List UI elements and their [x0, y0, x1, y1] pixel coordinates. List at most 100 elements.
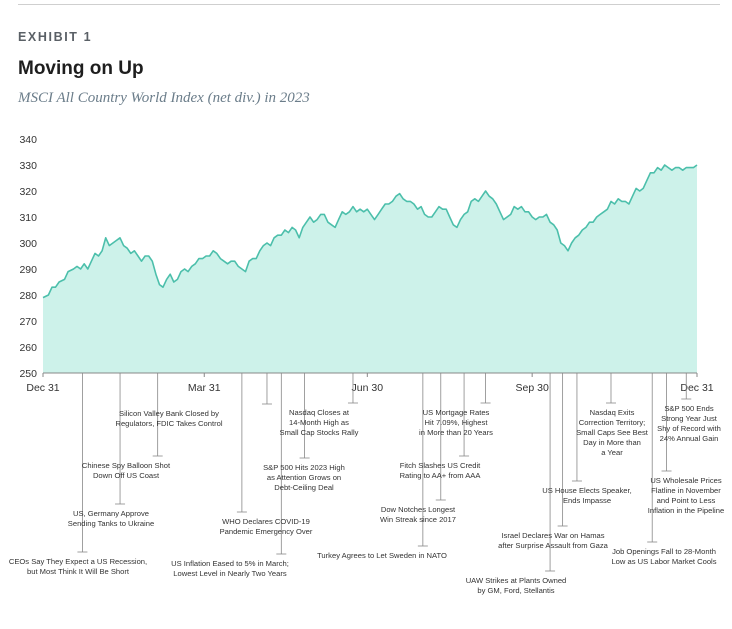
annotation-line: Strong Year Just: [661, 414, 718, 423]
annotation-line: Turkey Agrees to Let Sweden in NATO: [317, 551, 447, 560]
annotation-line: US House Elects Speaker,: [542, 486, 631, 495]
y-tick-label: 250: [19, 368, 37, 380]
y-tick-label: 310: [19, 212, 37, 224]
x-axis: Dec 31 Mar 31 Jun 30 Sep 30 Dec 31: [26, 372, 714, 394]
annotation-line: after Surprise Assault from Gaza: [498, 541, 609, 550]
annotation-label: CEOs Say They Expect a US Recession, but …: [9, 557, 147, 576]
annotation-line: by GM, Ford, Stellantis: [477, 586, 554, 595]
plot-area: [42, 164, 698, 373]
y-tick-label: 290: [19, 264, 37, 276]
event-annotation: CEOs Say They Expect a US Recession, but …: [9, 373, 147, 576]
event-annotation: US Mortgage Rates Hit 7.09%, Highest in Mo…: [419, 373, 493, 437]
exhibit-label: EXHIBIT 1: [18, 30, 93, 44]
event-annotation: Dow Notches Longest Win Streak since 2017: [380, 373, 456, 524]
annotation-line: in More than 20 Years: [419, 428, 493, 437]
annotation-label: US, Germany Approve Sending Tanks to Ukra…: [68, 509, 154, 528]
annotation-line: a Year: [601, 448, 623, 457]
annotation-line: Shy of Record with: [657, 424, 721, 433]
event-annotation: US, Germany Approve Sending Tanks to Ukra…: [68, 373, 154, 528]
annotation-line: Ends Impasse: [563, 496, 611, 505]
annotation-line: Fitch Slashes US Credit: [400, 461, 481, 470]
y-axis: 250 260 270 280 290 300 310 320 330 340: [19, 134, 37, 380]
event-annotation: Turkey Agrees to Let Sweden in NATO: [317, 373, 447, 560]
annotation-label: US Inflation Eased to 5% in March; Lowest…: [171, 559, 289, 578]
annotation-line: US, Germany Approve: [73, 509, 149, 518]
y-tick-label: 340: [19, 134, 37, 146]
annotation-label: Nasdaq Closes at 14-Month High as Small Ca…: [280, 408, 359, 437]
annotation-line: Nasdaq Exits: [590, 408, 635, 417]
annotation-line: as Attention Grows on: [267, 473, 341, 482]
annotation-label: Nasdaq Exits Correction Territory; Small C…: [576, 408, 649, 457]
annotation-line: US Inflation Eased to 5% in March;: [171, 559, 289, 568]
event-annotation: Silicon Valley Bank Closed by Regulators,…: [115, 373, 272, 428]
annotation-label: S&P 500 Hits 2023 High as Attention Grows…: [263, 463, 345, 492]
annotation-line: 24% Annual Gain: [660, 434, 719, 443]
annotation-label: WHO Declares COVID-19 Pandemic Emergency …: [220, 517, 313, 536]
event-annotation: UAW Strikes at Plants Owned by GM, Ford, …: [466, 373, 567, 595]
event-annotation: Fitch Slashes US Credit Rating to AA+ fro…: [400, 373, 482, 480]
annotation-label: Turkey Agrees to Let Sweden in NATO: [317, 551, 447, 560]
annotation-line: and Point to Less: [657, 496, 716, 505]
event-annotation: Israel Declares War on Hamas after Surpri…: [498, 373, 609, 550]
index-area: [43, 165, 697, 373]
annotation-line: WHO Declares COVID-19: [222, 517, 310, 526]
chart-subtitle: MSCI All Country World Index (net div.) …: [18, 90, 310, 106]
event-annotation: Nasdaq Closes at 14-Month High as Small Ca…: [280, 373, 359, 437]
annotation-line: Day in More than: [583, 438, 641, 447]
y-tick-label: 280: [19, 290, 37, 302]
annotation-line: but Most Think It Will Be Short: [27, 567, 130, 576]
index-line: [42, 164, 698, 299]
annotation-line: US Mortgage Rates: [423, 408, 490, 417]
annotation-line: UAW Strikes at Plants Owned: [466, 576, 567, 585]
annotation-label: Fitch Slashes US Credit Rating to AA+ fro…: [400, 461, 482, 480]
event-annotation: Chinese Spy Balloon Shot Down Off US Coas…: [82, 373, 171, 480]
event-annotation: US Inflation Eased to 5% in March; Lowest…: [171, 373, 289, 578]
top-rule: [18, 4, 720, 5]
event-annotation: Nasdaq Exits Correction Territory; Small C…: [576, 373, 649, 457]
annotation-label: US Mortgage Rates Hit 7.09%, Highest in Mo…: [419, 408, 493, 437]
event-annotation: S&P 500 Hits 2023 High as Attention Grows…: [263, 373, 345, 492]
annotation-line: Small Cap Stocks Rally: [280, 428, 359, 437]
annotation-line: Debt-Ceiling Deal: [274, 483, 334, 492]
x-tick-label: Dec 31: [680, 382, 713, 394]
annotation-line: Pandemic Emergency Over: [220, 527, 313, 536]
annotation-line: CEOs Say They Expect a US Recession,: [9, 557, 147, 566]
annotation-label: S&P 500 Ends Strong Year Just Shy of Recor…: [657, 404, 721, 443]
y-tick-label: 270: [19, 316, 37, 328]
chart-title: Moving on Up: [18, 58, 144, 79]
annotation-line: Job Openings Fall to 28-Month: [612, 547, 716, 556]
x-tick-label: Jun 30: [352, 382, 384, 394]
annotation-line: US Wholesale Prices: [650, 476, 722, 485]
annotation-line: Lowest Level in Nearly Two Years: [173, 569, 287, 578]
annotation-line: Dow Notches Longest: [381, 505, 456, 514]
annotation-label: Israel Declares War on Hamas after Surpri…: [498, 531, 609, 550]
y-tick-label: 260: [19, 342, 37, 354]
annotation-line: Nasdaq Closes at: [289, 408, 350, 417]
y-tick-label: 330: [19, 160, 37, 172]
x-tick-label: Dec 31: [26, 382, 59, 394]
y-tick-label: 300: [19, 238, 37, 250]
y-tick-label: 320: [19, 186, 37, 198]
annotation-line: Flatline in November: [651, 486, 721, 495]
annotation-line: Small Caps See Best: [576, 428, 649, 437]
annotation-label: Dow Notches Longest Win Streak since 2017: [380, 505, 456, 524]
annotation-label: Chinese Spy Balloon Shot Down Off US Coas…: [82, 461, 171, 480]
event-annotation: US Wholesale Prices Flatline in November a…: [648, 373, 724, 515]
annotation-line: Low as US Labor Market Cools: [611, 557, 716, 566]
annotation-label: UAW Strikes at Plants Owned by GM, Ford, …: [466, 576, 567, 595]
annotation-line: Correction Territory;: [579, 418, 646, 427]
annotation-label: Silicon Valley Bank Closed by Regulators,…: [115, 409, 222, 428]
annotation-line: Hit 7.09%, Highest: [425, 418, 489, 427]
annotation-line: Israel Declares War on Hamas: [501, 531, 604, 540]
annotation-label: US House Elects Speaker, Ends Impasse: [542, 486, 631, 505]
event-annotation: S&P 500 Ends Strong Year Just Shy of Recor…: [657, 373, 721, 443]
x-tick-label: Mar 31: [188, 382, 221, 394]
event-annotation: US House Elects Speaker, Ends Impasse: [542, 373, 632, 505]
event-annotations: CEOs Say They Expect a US Recession, but …: [9, 373, 724, 595]
event-annotation: WHO Declares COVID-19 Pandemic Emergency …: [220, 373, 313, 536]
annotation-line: Inflation in the Pipeline: [648, 506, 724, 515]
event-annotation: Job Openings Fall to 28-Month Low as US L…: [611, 373, 717, 566]
annotation-label: US Wholesale Prices Flatline in November a…: [648, 476, 724, 515]
annotation-line: Sending Tanks to Ukraine: [68, 519, 154, 528]
